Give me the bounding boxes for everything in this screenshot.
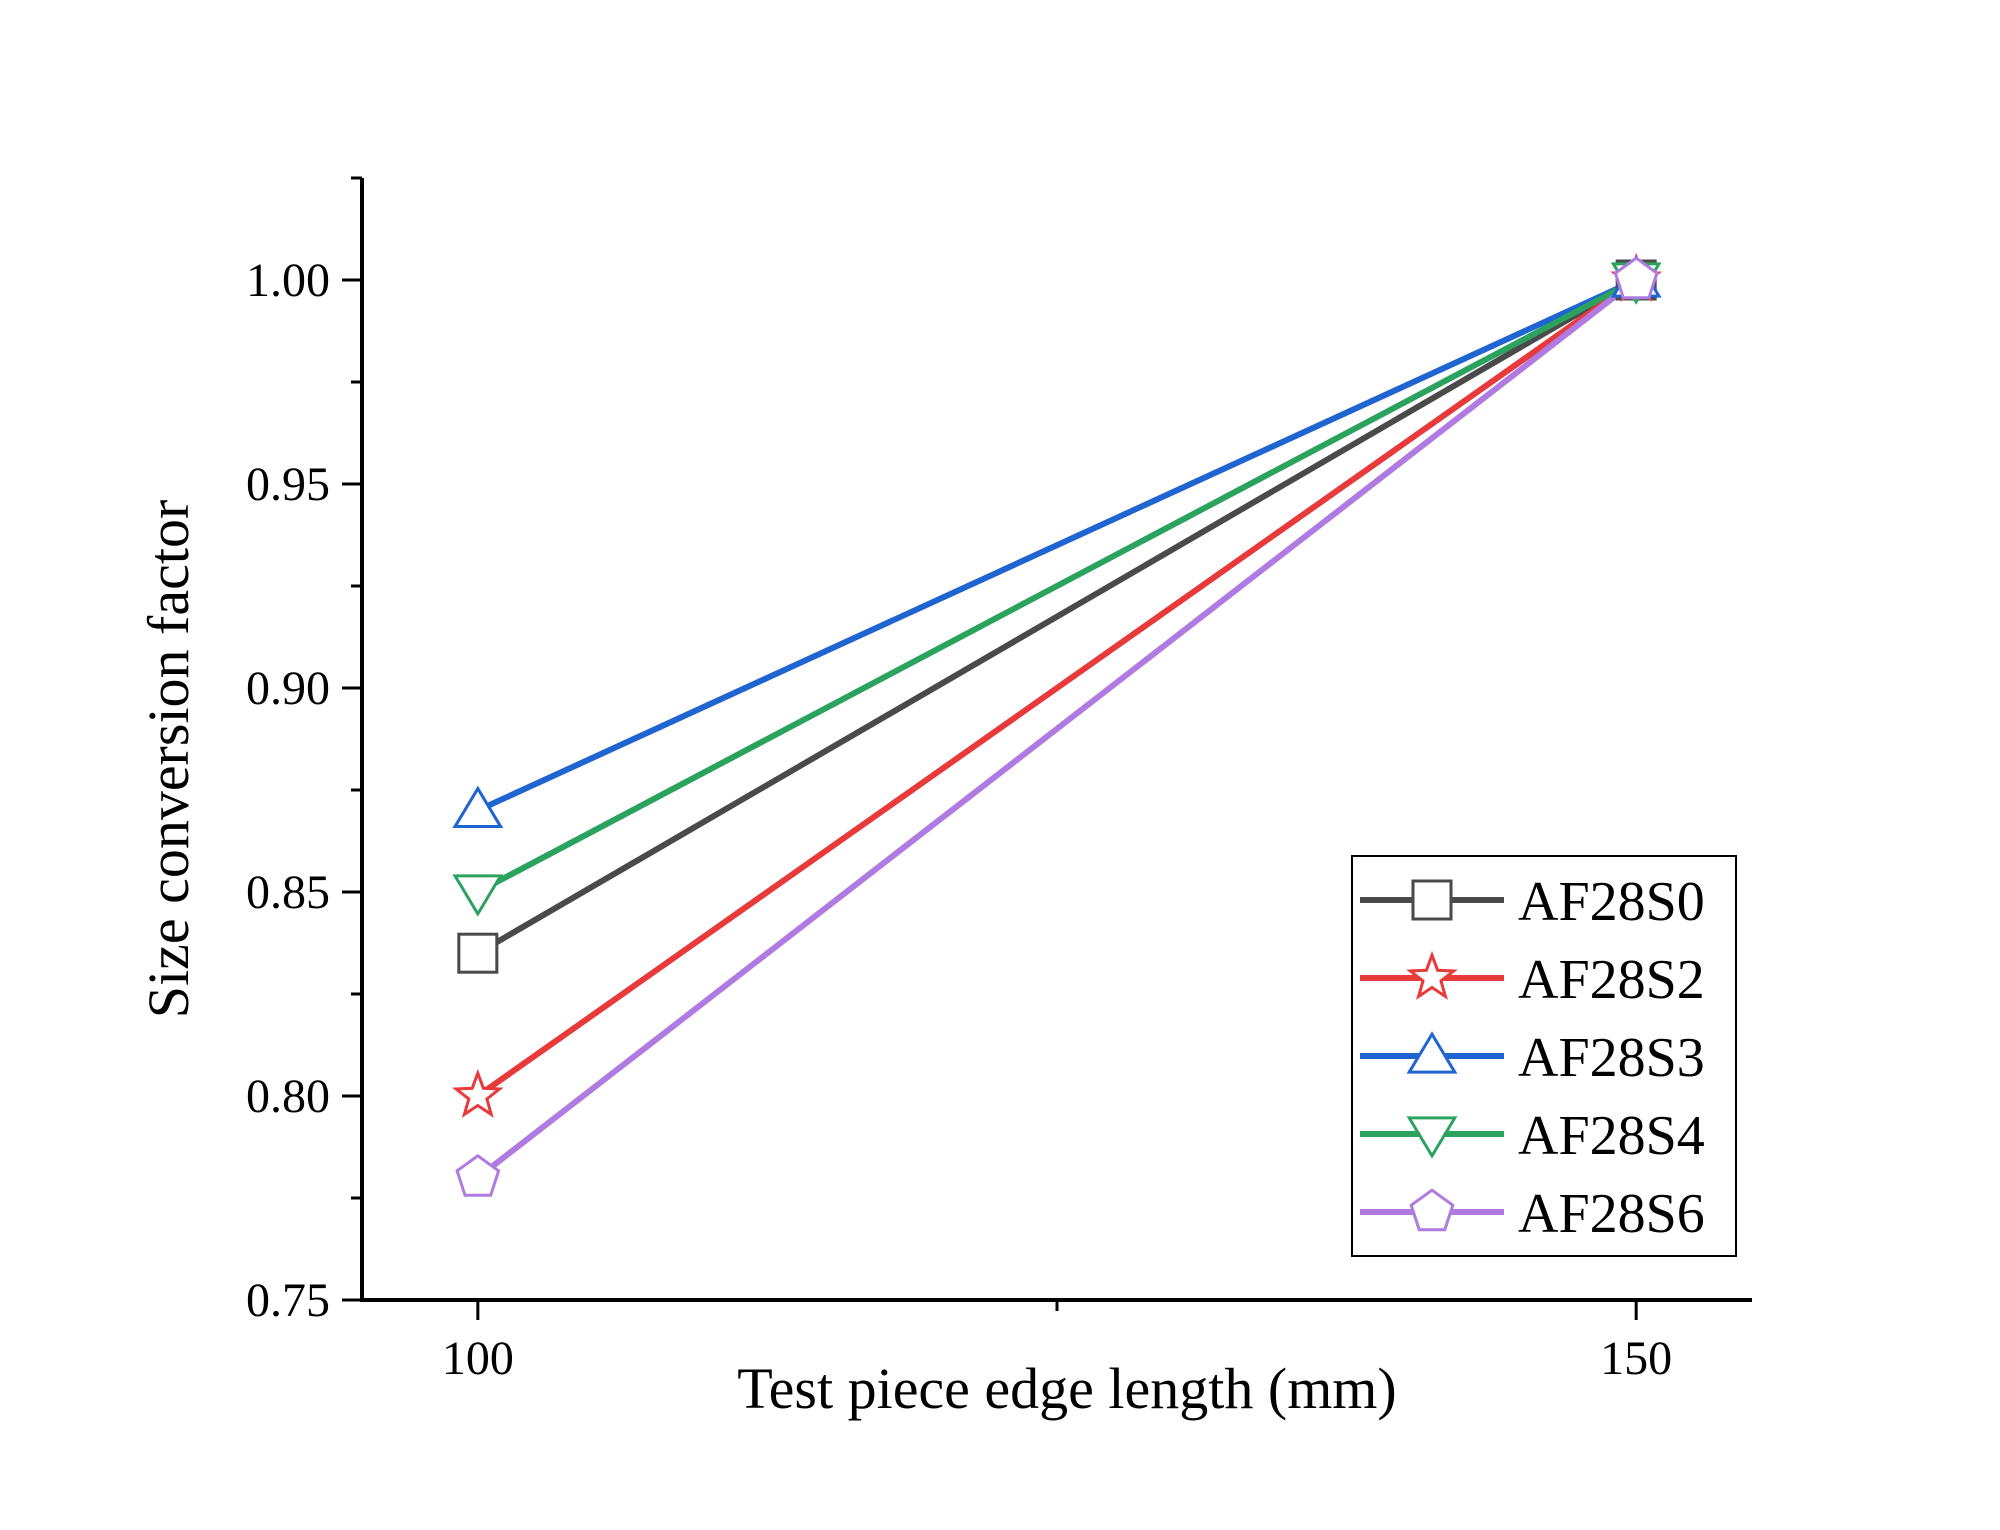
y-tick-label: 0.75 (246, 1274, 330, 1327)
legend-item-af28s4: AF28S4 (1360, 1105, 1705, 1167)
data-point-af28s6 (455, 1153, 501, 1197)
x-tick-label: 100 (442, 1332, 514, 1385)
legend-marker (1409, 1188, 1455, 1232)
y-tick-label: 0.95 (246, 458, 330, 511)
series-line-af28s3 (476, 277, 1638, 814)
series-layer (451, 252, 1663, 1197)
data-point-af28s6 (1613, 256, 1659, 300)
series-markers (451, 252, 1663, 1197)
data-point-af28s2 (451, 1068, 504, 1118)
y-tick-label: 0.85 (246, 866, 330, 919)
x-axis-title: Test piece edge length (mm) (737, 1356, 1396, 1421)
legend-marker (1406, 950, 1458, 1000)
y-tick-label: 0.80 (246, 1070, 330, 1123)
series-line-af28s4 (476, 277, 1638, 895)
y-tick-label: 1.00 (246, 254, 330, 307)
legend-item-af28s2: AF28S2 (1360, 949, 1705, 1011)
legend-label: AF28S0 (1518, 871, 1705, 933)
legend-label: AF28S3 (1518, 1027, 1705, 1089)
series-lines (475, 277, 1639, 1180)
x-tick-label: 150 (1600, 1332, 1672, 1385)
y-tick-label: 0.90 (246, 662, 330, 715)
legend-label: AF28S4 (1518, 1105, 1705, 1167)
data-point-af28s0 (457, 932, 499, 974)
legend-item-af28s0: AF28S0 (1360, 871, 1705, 933)
legend-item-af28s6: AF28S6 (1360, 1183, 1705, 1245)
series-line-af28s2 (476, 277, 1638, 1099)
legend: AF28S0 AF28S2 AF28S3 AF28S4 AF28S6 (1351, 855, 1737, 1257)
legend-marker (1406, 1116, 1458, 1159)
y-axis-title: Size conversion factor (136, 500, 201, 1019)
series-line-af28s0 (476, 277, 1638, 956)
data-point-af28s3 (452, 785, 504, 829)
legend-marker (1411, 879, 1453, 921)
series-line-af28s6 (475, 277, 1639, 1180)
legend-marker (1406, 1031, 1458, 1074)
legend-item-af28s3: AF28S3 (1360, 1027, 1705, 1089)
legend-label: AF28S6 (1518, 1183, 1705, 1245)
data-point-af28s4 (452, 874, 504, 917)
axes: 0.75 0.80 0.85 0.90 0.95 1.00 100 150 (246, 176, 1752, 1385)
legend-label: AF28S2 (1518, 949, 1705, 1011)
